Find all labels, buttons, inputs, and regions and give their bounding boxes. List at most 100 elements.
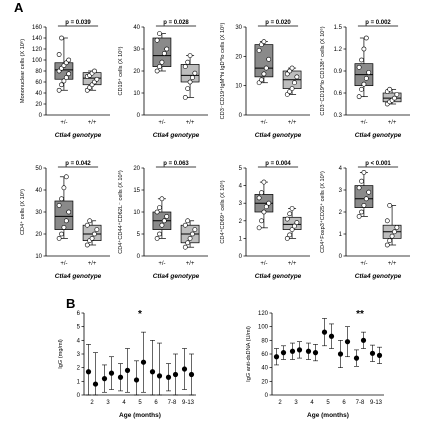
y-axis-label: CD3⁻CD19⁺IgM^hi IgD^lo cells (X 10⁶) bbox=[219, 22, 226, 119]
y-tick-label: 1 bbox=[239, 236, 243, 242]
data-point bbox=[356, 64, 362, 70]
x-axis-label: Ctla4 genotype bbox=[55, 132, 102, 139]
y-tick-label: 0 bbox=[137, 254, 141, 260]
data-point bbox=[356, 213, 362, 219]
y-tick-label: 1.5 bbox=[334, 25, 343, 31]
data-point bbox=[154, 37, 160, 43]
data-point bbox=[359, 209, 364, 215]
chart-cd69: 0 1 2 3 4 5 CD4⁺CD69⁺ cells (X 10⁶) p = 0.004 +/… bbox=[219, 161, 310, 280]
y-tick-label: 4 bbox=[339, 166, 343, 172]
y-tick-label: 100 bbox=[258, 325, 269, 331]
x-tick-label: +/+ bbox=[186, 120, 195, 126]
y-axis-label: CD4⁺Foxp3⁺CD25⁺ cells (X 10⁶) bbox=[319, 171, 326, 253]
y-tick-label: 60 bbox=[261, 352, 268, 358]
x-axis-label: Ctla4 genotype bbox=[55, 273, 102, 280]
data-point bbox=[181, 366, 188, 372]
data-point bbox=[63, 75, 69, 80]
data-point bbox=[59, 196, 64, 202]
x-tick-label: +/- bbox=[260, 120, 267, 126]
data-point bbox=[389, 233, 395, 239]
p-value-label: p < 0.001 bbox=[365, 161, 391, 167]
data-point bbox=[154, 68, 160, 74]
y-tick-label: 140 bbox=[32, 36, 43, 42]
x-tick-label: 4 bbox=[122, 400, 126, 406]
x-tick-label: +/+ bbox=[388, 120, 397, 126]
data-point bbox=[185, 86, 191, 91]
data-point bbox=[256, 48, 262, 53]
data-point bbox=[394, 92, 400, 97]
data-point bbox=[266, 56, 272, 62]
data-point bbox=[280, 350, 287, 356]
data-point bbox=[289, 227, 295, 232]
data-point bbox=[273, 354, 280, 360]
data-point bbox=[92, 231, 97, 237]
data-point bbox=[259, 218, 264, 224]
y-tick-label: 2 bbox=[239, 219, 243, 225]
y-tick-label: 0 bbox=[39, 113, 43, 119]
data-point bbox=[59, 82, 64, 88]
data-point bbox=[361, 46, 367, 52]
p-value-label: p = 0.063 bbox=[163, 161, 189, 167]
data-point bbox=[296, 347, 303, 353]
data-point bbox=[61, 224, 67, 230]
y-tick-label: 20 bbox=[133, 166, 140, 172]
data-point bbox=[384, 242, 390, 248]
data-point bbox=[366, 189, 372, 195]
x-axis-label: Ctla4 genotype bbox=[355, 132, 402, 139]
data-point bbox=[360, 337, 367, 343]
chart-foxp3: 0 1 2 3 4 CD4⁺Foxp3⁺CD25⁺ cells (X 10⁶) p < 0.… bbox=[319, 161, 410, 280]
y-tick-label: 0.6 bbox=[334, 91, 343, 97]
y-tick-label: 50 bbox=[35, 166, 42, 172]
data-point bbox=[292, 80, 297, 86]
data-point bbox=[159, 59, 165, 65]
y-tick-label: 60 bbox=[35, 80, 42, 86]
data-point bbox=[84, 222, 90, 228]
y-tick-label: 3 bbox=[77, 352, 81, 358]
data-point bbox=[344, 339, 351, 345]
data-point bbox=[261, 209, 267, 215]
y-tick-label: 15 bbox=[133, 188, 140, 194]
data-point bbox=[63, 218, 69, 224]
x-axis-label: Ctla4 genotype bbox=[153, 273, 200, 280]
data-point bbox=[56, 52, 62, 57]
data-point bbox=[87, 218, 93, 224]
y-tick-label: 40 bbox=[261, 366, 268, 372]
data-point bbox=[287, 211, 293, 217]
y-tick-label: 4 bbox=[77, 338, 81, 344]
data-point bbox=[187, 53, 193, 58]
data-point bbox=[133, 377, 140, 383]
chart-igd: 0 10 20 30 CD3⁻CD19⁺IgM^hi IgD^lo cells (X 1… bbox=[219, 20, 310, 139]
data-point bbox=[182, 244, 188, 250]
data-point bbox=[261, 39, 267, 45]
y-tick-label: 10 bbox=[35, 254, 42, 260]
x-tick-label: 3 bbox=[106, 400, 110, 406]
y-axis-label: CD19⁺ cells (X 10⁶) bbox=[117, 46, 124, 95]
y-tick-label: 20 bbox=[35, 102, 42, 108]
data-point bbox=[359, 57, 364, 63]
x-tick-label: +/- bbox=[360, 120, 367, 126]
data-point bbox=[292, 223, 297, 229]
chart-cd138: 0.3 0.6 0.9 1.2 1.5 CD3⁻CD19^lo CD138⁺ cells … bbox=[319, 20, 410, 139]
data-point bbox=[59, 35, 64, 41]
data-point bbox=[94, 76, 100, 82]
x-tick-label: 7-8 bbox=[168, 400, 177, 406]
y-tick-label: 1.2 bbox=[334, 47, 343, 53]
x-tick-label: 3 bbox=[294, 400, 298, 406]
y-tick-label: 20 bbox=[235, 54, 242, 60]
data-point bbox=[387, 202, 393, 208]
data-point bbox=[384, 218, 390, 224]
data-point bbox=[165, 374, 172, 380]
data-point bbox=[289, 206, 295, 211]
significance-star: * bbox=[138, 309, 142, 320]
data-point bbox=[192, 227, 198, 232]
x-tick-label: +/+ bbox=[88, 261, 97, 267]
data-point bbox=[157, 31, 162, 36]
y-tick-label: 20 bbox=[261, 379, 268, 385]
data-point bbox=[124, 367, 131, 373]
y-tick-label: 20 bbox=[133, 69, 140, 75]
data-point bbox=[363, 35, 369, 41]
x-tick-label: +/- bbox=[60, 261, 67, 267]
chart-cd19: 0 10 20 30 40 CD19⁺ cells (X 10⁶) p = 0.028 +/-… bbox=[117, 20, 208, 139]
data-point bbox=[361, 169, 367, 175]
y-tick-label: 120 bbox=[32, 47, 43, 53]
